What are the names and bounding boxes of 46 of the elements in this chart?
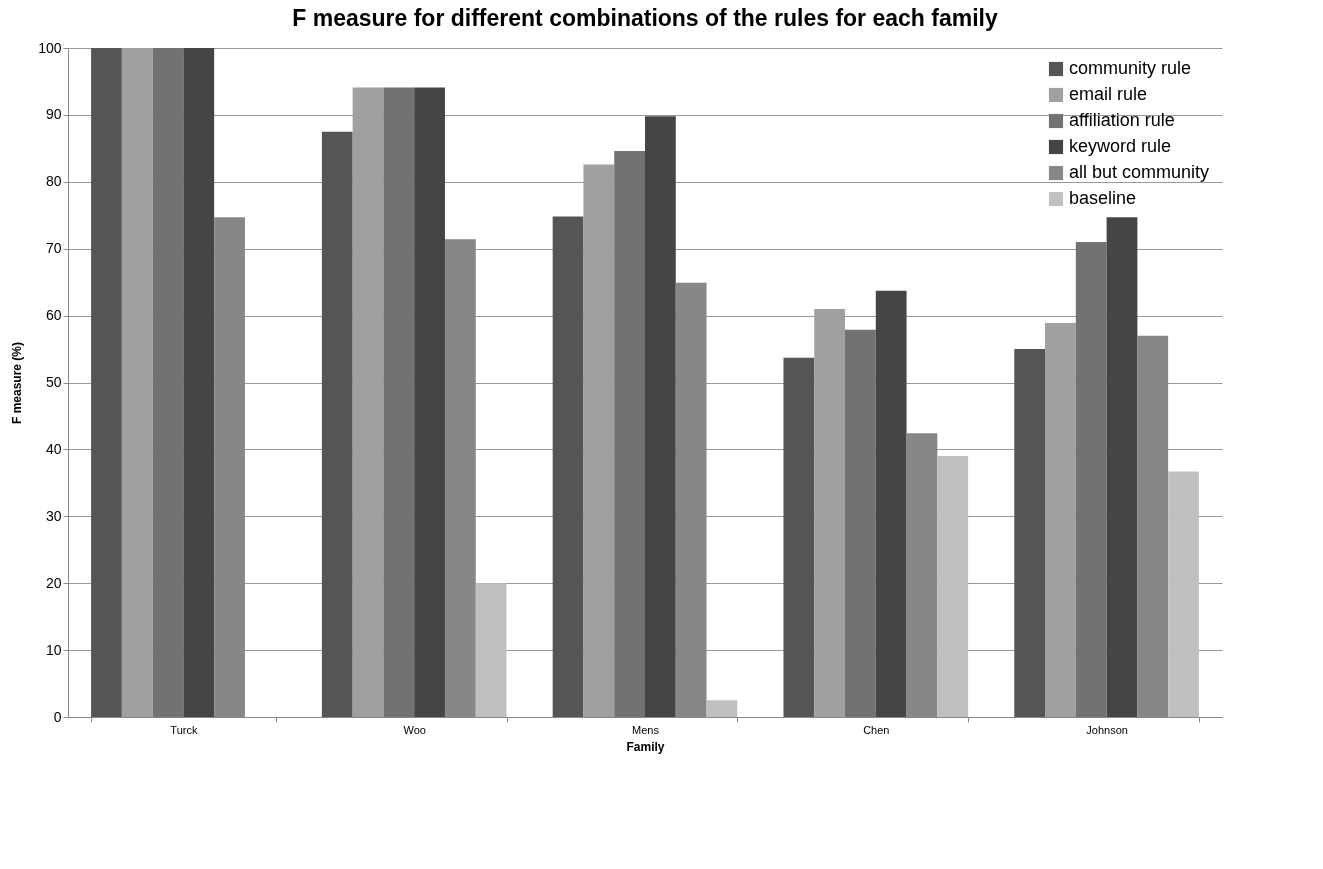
- bar: [614, 151, 645, 717]
- bar: [706, 700, 738, 717]
- bar: [875, 290, 907, 717]
- legend-label: community rule: [1069, 58, 1192, 78]
- bar: [1168, 471, 1199, 717]
- x-tick-label: Chen: [863, 723, 890, 736]
- chart-title: F measure for different combinations of the rules for each family: [292, 5, 998, 31]
- legend-label: all but community: [1069, 162, 1210, 182]
- y-tick-label: 90: [45, 106, 62, 123]
- y-tick-label: 100: [38, 39, 62, 56]
- bar: [645, 116, 676, 717]
- bar: [1106, 217, 1138, 717]
- bar: [121, 48, 153, 717]
- legend-label: keyword rule: [1069, 136, 1172, 156]
- y-tick-label: 20: [45, 574, 62, 591]
- y-tick-label: 10: [45, 641, 62, 658]
- bar: [552, 216, 584, 717]
- legend-label: email rule: [1069, 84, 1148, 104]
- bar: [937, 456, 969, 717]
- bar: [1045, 322, 1076, 717]
- bar: [1014, 349, 1046, 717]
- y-tick-label: 30: [45, 507, 62, 524]
- bar: [91, 48, 122, 717]
- y-tick-label: 60: [45, 307, 62, 324]
- y-tick-label: 40: [45, 440, 62, 457]
- bar: [1075, 242, 1107, 717]
- bar: [783, 357, 815, 717]
- y-tick-label: 0: [53, 708, 62, 725]
- bar: [414, 87, 445, 717]
- y-tick-label: 80: [45, 173, 62, 190]
- y-axis-title: F measure (%): [10, 341, 25, 425]
- legend-label: baseline: [1069, 188, 1137, 208]
- bar: [183, 48, 215, 717]
- x-axis-title: Family: [626, 739, 665, 754]
- x-tick-label: Mens: [632, 723, 660, 736]
- x-tick-label: Johnson: [1086, 723, 1128, 736]
- y-tick-label: 50: [45, 374, 62, 390]
- legend-label: affiliation rule: [1069, 110, 1175, 130]
- bar: [845, 329, 876, 717]
- x-tick-label: Woo: [403, 723, 426, 736]
- bar: [152, 48, 184, 717]
- bar: [321, 131, 353, 717]
- bar: [475, 583, 507, 717]
- y-tick-label: 70: [45, 240, 62, 257]
- x-tick-label: Turck: [170, 723, 198, 736]
- bar: [383, 87, 415, 717]
